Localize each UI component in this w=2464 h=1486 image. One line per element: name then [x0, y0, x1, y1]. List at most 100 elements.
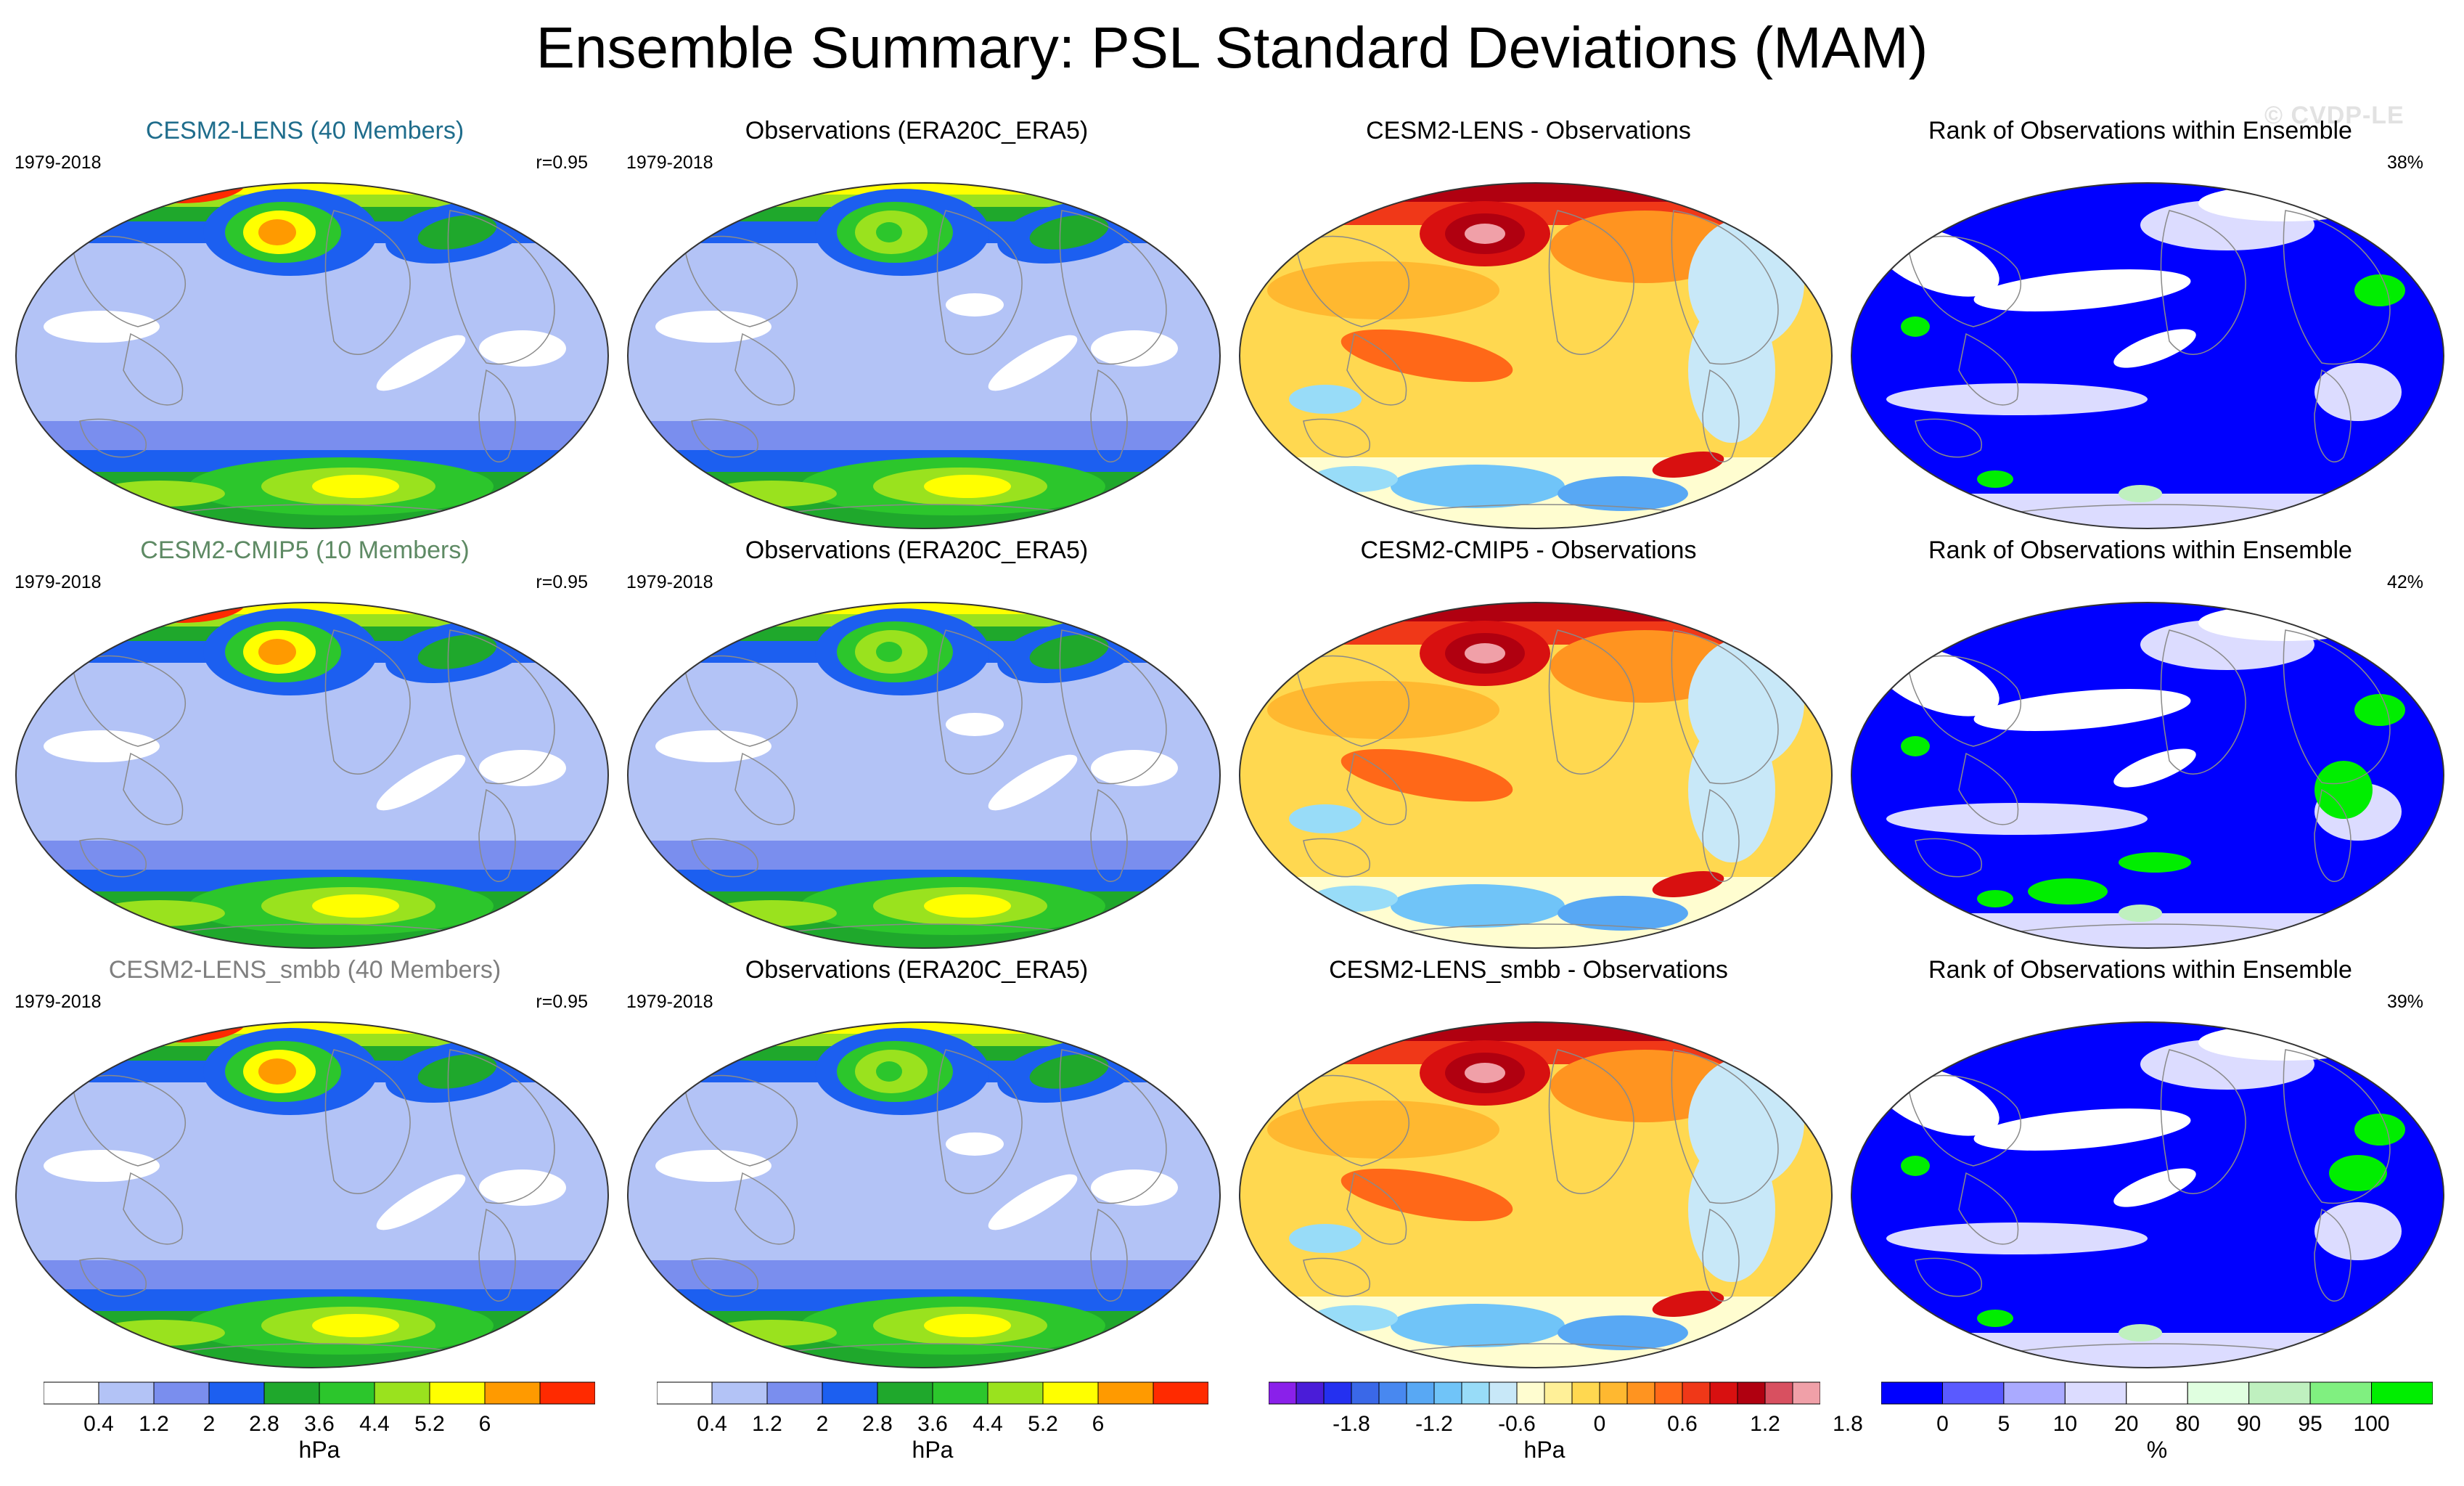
panel-stat: r=0.95	[536, 572, 588, 592]
map-border	[627, 602, 1221, 949]
world-map	[15, 1021, 609, 1368]
map-field	[1851, 603, 2444, 948]
map-border	[1851, 182, 2444, 529]
colorbar-tick-label: 80	[2175, 1412, 2200, 1436]
colorbar-swatch	[1764, 1381, 1793, 1405]
colorbar-tick-label: -1.2	[1415, 1412, 1453, 1436]
colorbar-tick-label: 1.2	[1750, 1412, 1780, 1436]
colorbar-swatch	[208, 1381, 265, 1405]
map-panel: Rank of Observations within Ensemble 42%	[1835, 536, 2445, 950]
colorbar-swatch	[1599, 1381, 1628, 1405]
world-map	[1239, 1021, 1833, 1368]
world-map	[1851, 602, 2444, 949]
colorbar-unit-label: hPa	[1523, 1437, 1565, 1463]
world-map	[1239, 182, 1833, 529]
colorbar-tick-label: 2	[202, 1412, 216, 1436]
colorbar-swatch	[1737, 1381, 1766, 1405]
colorbar-tick-label: 1.2	[139, 1412, 169, 1436]
colorbar-swatch	[2003, 1381, 2066, 1405]
panel-stat: 38%	[2386, 152, 2423, 173]
map-border	[1239, 602, 1833, 949]
colorbar-swatch	[374, 1381, 430, 1405]
map-field	[16, 1022, 608, 1368]
colorbar-swatch	[657, 1381, 713, 1405]
colorbar-swatch	[1654, 1381, 1683, 1405]
panel-title: Observations (ERA20C_ERA5)	[745, 956, 1089, 984]
map-field	[1851, 1022, 2444, 1368]
colorbar-swatch	[1378, 1381, 1407, 1405]
world-map	[1851, 182, 2444, 529]
colorbar-tick-label: 5.2	[1028, 1412, 1058, 1436]
colorbar-swatch	[263, 1381, 320, 1405]
colorbar-tick-label: 5.2	[414, 1412, 445, 1436]
colorbar-swatch	[2064, 1381, 2127, 1405]
panel-years: 1979-2018	[15, 152, 102, 173]
panel-title: CESM2-CMIP5 - Observations	[1360, 536, 1697, 564]
map-border	[1851, 602, 2444, 949]
panel-years: 1979-2018	[626, 152, 713, 173]
colorbar-tick-label: 3.6	[304, 1412, 335, 1436]
colorbar-tick-label: -1.8	[1333, 1412, 1370, 1436]
colorbar-tick-label: 1.8	[1833, 1412, 1863, 1436]
map-panel: Rank of Observations within Ensemble 39%	[1835, 955, 2445, 1369]
colorbar-tick-label: 0	[1593, 1412, 1606, 1436]
colorbar-tick-label: 6	[478, 1412, 491, 1436]
map-field	[16, 183, 608, 528]
panel-years: 1979-2018	[15, 992, 102, 1012]
panel-years: 1979-2018	[626, 572, 713, 592]
map-border	[1239, 1021, 1833, 1368]
colorbar-tick-label: 4.4	[359, 1412, 390, 1436]
colorbar-swatch	[1351, 1381, 1380, 1405]
colorbar-swatch	[153, 1381, 210, 1405]
colorbar-swatch	[1544, 1381, 1573, 1405]
map-panel: Observations (ERA20C_ERA5) 1979-2018	[612, 955, 1221, 1369]
world-map	[627, 1021, 1221, 1368]
map-panel: CESM2-LENS (40 Members) 1979-2018 r=0.95	[0, 116, 610, 530]
map-panel: CESM2-LENS_smbb (40 Members) 1979-2018 r=0…	[0, 955, 610, 1369]
colorbar-swatch	[1153, 1381, 1208, 1405]
colorbar: 0.4 1.2 2 2.8 3.6 4.4 5.2 6 hPa	[44, 1381, 595, 1463]
map-field	[628, 1022, 1220, 1368]
colorbar-tick-label: 6	[1092, 1412, 1105, 1436]
colorbar-unit-label: hPa	[298, 1437, 340, 1463]
colorbar-swatch	[1042, 1381, 1099, 1405]
colorbar-unit-label: %	[2146, 1437, 2168, 1463]
colorbar-swatch	[2248, 1381, 2311, 1405]
colorbar-tick-label: 2	[816, 1412, 829, 1436]
colorbar-swatch	[877, 1381, 933, 1405]
colorbar: 0.4 1.2 2 2.8 3.6 4.4 5.2 6 hPa	[657, 1381, 1208, 1463]
colorbar-swatch	[2187, 1381, 2250, 1405]
colorbar-tick-label: 1.2	[752, 1412, 782, 1436]
map-field	[1851, 183, 2444, 528]
map-border	[1851, 1021, 2444, 1368]
map-border	[15, 182, 609, 529]
colorbar-tick-label: 0	[1936, 1412, 1949, 1436]
map-border	[627, 182, 1221, 529]
panel-years: 1979-2018	[626, 992, 713, 1012]
colorbar-swatch	[1941, 1381, 2005, 1405]
colorbar-swatch	[1323, 1381, 1352, 1405]
colorbar-tick-label: 20	[2114, 1412, 2139, 1436]
panel-title: Rank of Observations within Ensemble	[1928, 956, 2352, 984]
colorbar-swatch	[1489, 1381, 1518, 1405]
colorbar: 0 5 10 20 80 90 95 100%	[1881, 1381, 2433, 1463]
colorbar-tick-label: 95	[2298, 1412, 2322, 1436]
colorbar-swatch	[1881, 1381, 1943, 1405]
colorbar-swatch	[1433, 1381, 1462, 1405]
colorbar-swatch	[1406, 1381, 1435, 1405]
map-panel: Observations (ERA20C_ERA5) 1979-2018	[612, 536, 1221, 950]
colorbar-tick-label: 90	[2236, 1412, 2262, 1436]
colorbar-swatch	[484, 1381, 541, 1405]
world-map	[1851, 1021, 2444, 1368]
map-border	[15, 602, 609, 949]
colorbar-swatch	[1709, 1381, 1738, 1405]
panel-title: CESM2-LENS_smbb (40 Members)	[108, 956, 502, 984]
panel-title: CESM2-LENS (40 Members)	[145, 117, 464, 144]
watermark-text: © CVDP-LE	[2264, 102, 2404, 129]
colorbar-swatch	[1461, 1381, 1490, 1405]
map-panel: CESM2-CMIP5 - Observations	[1224, 536, 1833, 950]
map-border	[1239, 182, 1833, 529]
colorbar-swatch	[539, 1381, 595, 1405]
map-panel: Observations (ERA20C_ERA5) 1979-2018	[612, 116, 1221, 530]
colorbar-unit-label: hPa	[912, 1437, 954, 1463]
